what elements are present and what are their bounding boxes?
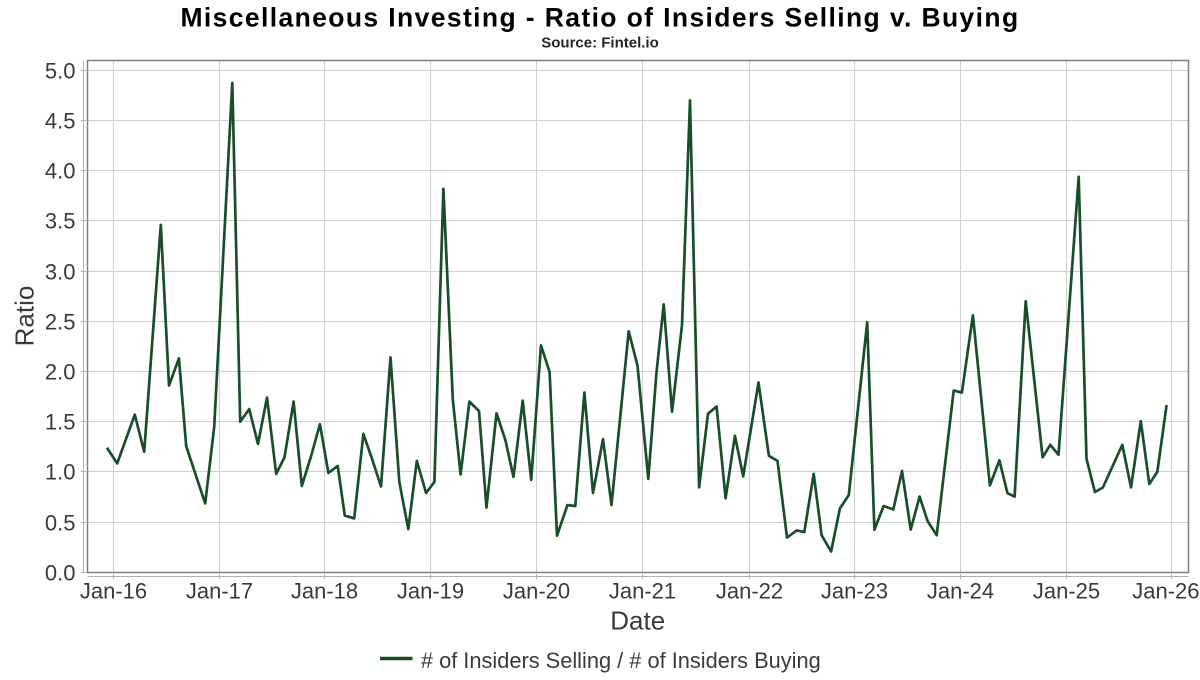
svg-text:Jan-22: Jan-22 — [716, 578, 783, 603]
svg-text:Jan-20: Jan-20 — [503, 578, 570, 603]
svg-text:1.5: 1.5 — [45, 409, 76, 434]
svg-text:0.5: 0.5 — [45, 510, 76, 535]
svg-text:Jan-18: Jan-18 — [291, 578, 358, 603]
svg-text:0.0: 0.0 — [45, 560, 76, 585]
svg-text:2.0: 2.0 — [45, 359, 76, 384]
svg-text:Jan-21: Jan-21 — [609, 578, 676, 603]
svg-text:Jan-17: Jan-17 — [186, 578, 253, 603]
svg-text:Jan-25: Jan-25 — [1033, 578, 1100, 603]
svg-text:2.5: 2.5 — [45, 309, 76, 334]
svg-text:1.0: 1.0 — [45, 459, 76, 484]
svg-text:# of Insiders Selling / # of I: # of Insiders Selling / # of Insiders Bu… — [421, 648, 821, 673]
svg-text:4.5: 4.5 — [45, 108, 76, 133]
svg-text:4.0: 4.0 — [45, 158, 76, 183]
svg-text:Jan-16: Jan-16 — [80, 578, 147, 603]
svg-text:3.0: 3.0 — [45, 259, 76, 284]
svg-text:Ratio: Ratio — [10, 286, 40, 347]
svg-text:3.5: 3.5 — [45, 208, 76, 233]
svg-text:Jan-19: Jan-19 — [397, 578, 464, 603]
svg-text:Source: Fintel.io: Source: Fintel.io — [541, 34, 659, 51]
svg-text:Miscellaneous Investing - Rati: Miscellaneous Investing - Ratio of Insid… — [180, 3, 1019, 33]
svg-text:Jan-24: Jan-24 — [927, 578, 994, 603]
svg-text:Jan-26: Jan-26 — [1132, 578, 1199, 603]
svg-text:5.0: 5.0 — [45, 58, 76, 83]
svg-text:Jan-23: Jan-23 — [821, 578, 888, 603]
svg-text:Date: Date — [610, 606, 665, 636]
